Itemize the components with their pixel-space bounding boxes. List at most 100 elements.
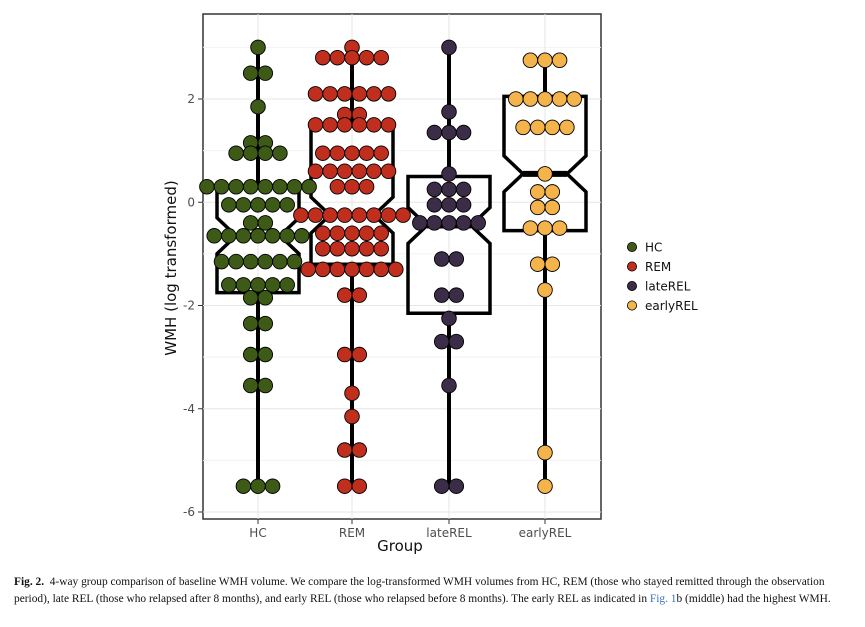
legend: HC REM lateREL earlyREL: [627, 241, 698, 313]
data-point: [213, 179, 230, 195]
data-point: [250, 228, 266, 244]
data-point: [307, 117, 324, 133]
legend-swatch: [627, 241, 638, 252]
data-point: [358, 179, 375, 195]
caption-text-end: b (middle) had the highest WMH.: [676, 592, 831, 605]
data-point: [242, 179, 259, 195]
y-tick-label: -6: [183, 505, 195, 519]
y-tick-label: -2: [183, 299, 195, 313]
data-point: [351, 86, 368, 102]
caption-link[interactable]: Fig. 1: [649, 592, 677, 605]
data-point: [551, 91, 568, 107]
data-point: [242, 315, 259, 332]
data-point: [250, 277, 266, 293]
data-points: [199, 39, 582, 494]
data-point: [373, 240, 389, 257]
data-point: [322, 207, 338, 223]
data-point: [344, 145, 360, 161]
data-point: [329, 179, 346, 195]
data-point: [329, 225, 346, 241]
data-point: [448, 251, 465, 267]
data-point: [515, 119, 531, 136]
data-point: [315, 145, 331, 161]
data-point: [358, 261, 375, 278]
data-point: [286, 179, 303, 195]
data-point: [307, 86, 324, 102]
x-axis-title: Group: [377, 537, 423, 555]
data-point: [351, 287, 368, 303]
data-point: [373, 225, 389, 241]
data-point: [257, 253, 274, 270]
legend-label: REM: [645, 260, 671, 274]
data-point: [221, 197, 237, 213]
data-point: [529, 199, 546, 216]
data-point: [470, 215, 486, 231]
data-point: [351, 346, 368, 363]
data-point: [366, 117, 382, 133]
data-point: [257, 145, 274, 161]
data-point: [455, 215, 472, 231]
data-point: [250, 39, 266, 56]
data-point: [307, 163, 324, 180]
data-point: [336, 117, 353, 133]
data-point: [448, 287, 465, 303]
data-point: [448, 333, 465, 350]
data-point: [388, 261, 404, 278]
data-point: [206, 228, 222, 244]
data-point: [250, 197, 266, 213]
data-point: [537, 91, 553, 107]
data-point: [508, 91, 524, 107]
data-point: [522, 220, 539, 236]
data-point: [235, 228, 252, 244]
data-point: [257, 65, 274, 81]
data-point: [380, 117, 397, 133]
data-point: [221, 277, 237, 293]
data-point: [235, 197, 252, 213]
data-point: [279, 277, 295, 293]
data-point: [566, 91, 582, 107]
data-point: [559, 119, 575, 136]
data-point: [336, 478, 353, 494]
data-point: [322, 117, 338, 133]
data-point: [293, 207, 309, 223]
y-tick-label: 0: [187, 195, 195, 209]
data-point: [441, 181, 457, 198]
figure-caption: Fig. 2. 4-way group comparison of baseli…: [14, 574, 852, 607]
data-point: [537, 444, 553, 461]
data-point: [272, 253, 288, 270]
data-point: [551, 220, 568, 236]
data-point: [336, 86, 353, 102]
data-point: [242, 377, 259, 394]
data-point: [322, 86, 338, 102]
data-point: [433, 478, 450, 494]
data-point: [242, 253, 259, 270]
data-point: [315, 261, 331, 278]
caption-text: 4-way group comparison of baseline WMH v…: [14, 576, 825, 605]
data-point: [455, 197, 472, 213]
data-point: [433, 251, 450, 267]
data-point: [544, 256, 561, 272]
data-point: [366, 163, 382, 180]
data-point: [358, 49, 375, 66]
data-point: [336, 163, 353, 180]
data-point: [257, 346, 274, 363]
data-point: [300, 261, 316, 278]
data-point: [294, 228, 310, 244]
data-point: [373, 261, 389, 278]
x-tick-label: lateREL: [426, 526, 472, 540]
data-point: [351, 163, 368, 180]
data-point: [441, 215, 457, 231]
data-point: [228, 179, 244, 195]
data-point: [242, 290, 259, 306]
x-tick-label: REM: [339, 526, 365, 540]
data-point: [455, 124, 472, 141]
data-point: [344, 261, 360, 278]
data-point: [537, 166, 553, 182]
data-point: [351, 442, 368, 458]
boxplot-chart: 2 0 -2 -4 -6 HC REM lateREL earlyREL Group WMH …: [162, 13, 698, 555]
data-point: [336, 207, 353, 223]
data-point: [441, 166, 457, 182]
data-point: [257, 215, 274, 231]
data-point: [366, 207, 382, 223]
legend-swatch: [627, 300, 638, 311]
